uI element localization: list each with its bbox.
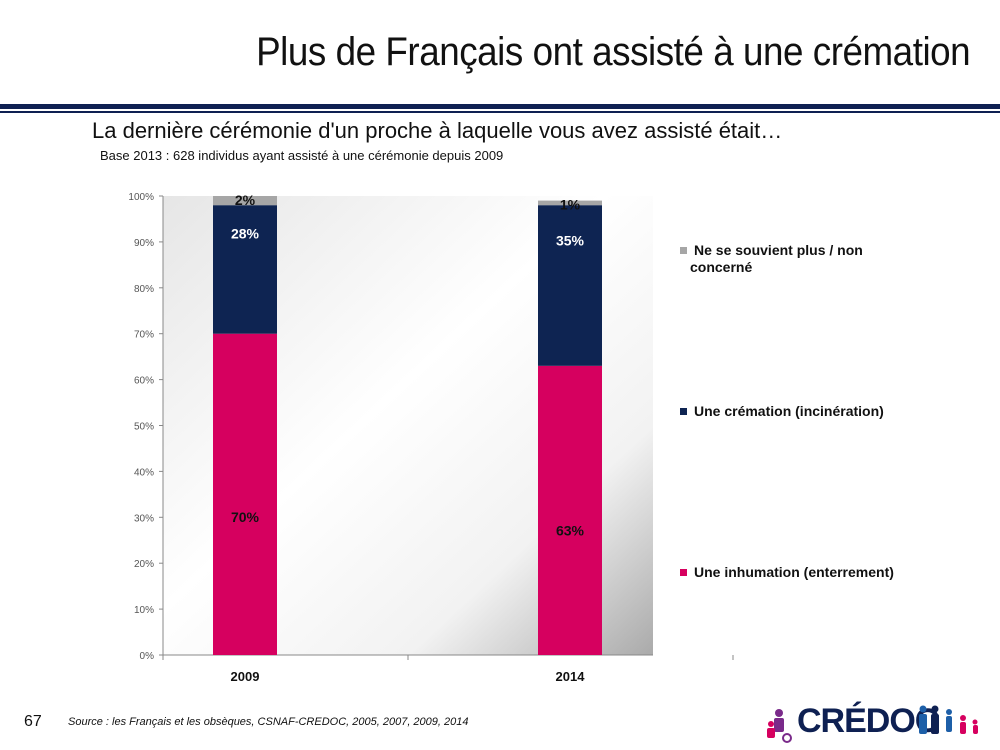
people-icon <box>919 705 978 734</box>
bar-segment <box>538 365 602 655</box>
source-note: Source : les Français et les obsèques, C… <box>68 716 469 728</box>
y-axis-ticks: 0% 10% 20% 30% 40% 50% 60% 70% 80% 90% 100% <box>128 192 163 662</box>
y-tick-label: 10% <box>134 605 154 616</box>
y-tick-label: 100% <box>128 192 154 203</box>
title-divider <box>0 104 1000 109</box>
page-title: Plus de Français ont assisté à une créma… <box>255 30 971 74</box>
credoc-logo: CRÉDOC <box>765 700 990 746</box>
bar-segment <box>538 200 602 206</box>
y-tick-label: 30% <box>134 513 154 524</box>
family-icon <box>767 709 792 743</box>
logo-text: CRÉDOC <box>797 702 939 740</box>
y-tick-label: 90% <box>134 238 154 249</box>
y-tick-label: 70% <box>134 330 154 341</box>
base-note: Base 2013 : 628 individus ayant assisté … <box>100 148 504 163</box>
data-label: 2% <box>235 192 256 208</box>
y-tick-label: 80% <box>134 284 154 295</box>
y-tick-label: 0% <box>140 651 155 662</box>
page-number: 67 <box>24 713 42 730</box>
bar-segment <box>213 205 277 334</box>
legend-label: Ne se souvient plus / non concerné <box>690 242 863 275</box>
stacked-bar-chart: 0% 10% 20% 30% 40% 50% 60% 70% 80% 90% 100% 70% 28%… <box>128 192 894 684</box>
legend: Ne se souvient plus / non concerné Une cré… <box>680 242 894 580</box>
data-label: 63% <box>556 523 585 539</box>
bar-segment <box>213 196 277 206</box>
data-label: 70% <box>231 509 260 525</box>
y-tick-label: 20% <box>134 559 154 570</box>
legend-swatch <box>680 247 687 254</box>
x-axis-labels: 2009 2014 <box>162 655 734 684</box>
legend-swatch <box>680 569 687 576</box>
y-tick-label: 50% <box>134 422 154 433</box>
bar-segment <box>213 333 277 655</box>
y-tick-label: 40% <box>134 467 154 478</box>
legend-label: Une inhumation (enterrement) <box>694 564 894 580</box>
data-label: 35% <box>556 233 585 249</box>
data-label: 1% <box>560 197 581 213</box>
data-label: 28% <box>231 225 260 241</box>
legend-swatch <box>680 408 687 415</box>
chart-question: La dernière cérémonie d'un proche à laqu… <box>92 118 783 143</box>
x-tick-label: 2009 <box>231 669 260 684</box>
bar-segment <box>538 205 602 366</box>
title-divider-thin <box>0 111 1000 113</box>
y-tick-label: 60% <box>134 376 154 387</box>
bars: 70% 28% 2% 63% 35% 1% <box>213 192 602 655</box>
x-tick-label: 2014 <box>556 669 586 684</box>
legend-label: Une crémation (incinération) <box>694 403 884 419</box>
